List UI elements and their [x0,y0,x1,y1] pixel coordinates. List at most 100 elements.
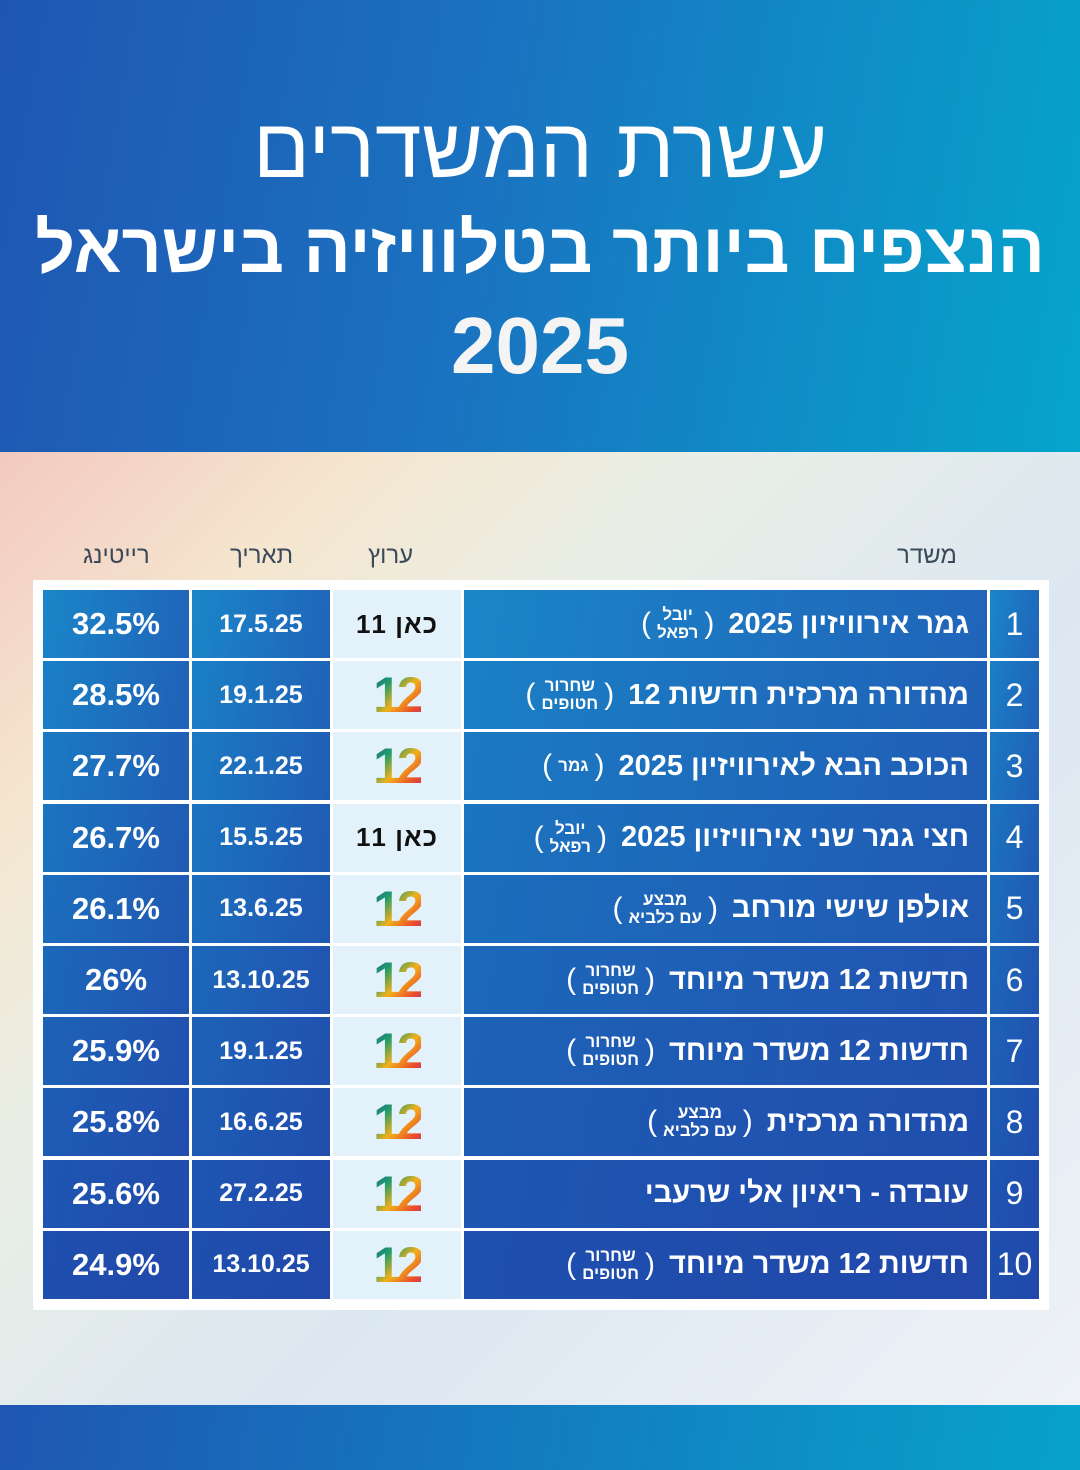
date-cell: 13.6.25 [192,874,330,943]
channel12-logo-icon: 12 [373,667,425,724]
date-cell: 19.1.25 [192,1017,330,1086]
title-line-2: הנצפים ביותר בטלוויזיה בישראל [35,209,1045,287]
show-title: חדשות 12 משדר מיוחד [668,963,969,996]
show-title-cell: הכוכב הבא לאירוויזיון 2025 (גמר) [464,732,987,801]
kan11-logo-icon: כאן 11 [355,608,439,639]
show-title-cell: מהדורה מרכזית (מבצע עם כלביא) [464,1088,987,1157]
show-title-cell: אולפן שישי מורחב (מבצע עם כלביא) [464,874,987,943]
show-title: חדשות 12 משדר מיוחד [668,1034,969,1067]
note-line-1: יובל [662,605,693,624]
channel-cell: 12 [333,1017,461,1086]
title-year: 2025 [451,301,629,390]
channel12-logo-icon: 12 [373,1023,425,1080]
show-title: מהדורה מרכזית חדשות 12 [628,678,969,711]
table-row: 26.1% 13.6.25 12 אולפן שישי מורחב (מבצע עם… [43,874,1039,943]
note-line-2: חטופים [582,1263,639,1283]
rating-cell: 27.7% [43,732,189,801]
date-cell: 27.2.25 [192,1159,330,1228]
table-row: 25.9% 19.1.25 12 חדשות 12 משדר מיוחד (שחר… [43,1017,1039,1086]
rank-cell: 8 [990,1088,1039,1157]
note-line-1: מבצע [643,889,688,909]
show-title: חדשות 12 משדר מיוחד [668,1248,969,1281]
note-line-1: גמר [558,756,589,776]
show-note: (שחרור חטופים) [566,1032,655,1070]
show-note: (שחרור חטופים) [525,676,615,714]
rating-cell: 25.6% [43,1159,189,1228]
kan11-logo-icon: כאן 11 [355,822,439,853]
note-line-1: שחרור [585,961,636,980]
channel12-logo-icon: 12 [373,952,425,1008]
channel-cell: 12 [333,1230,461,1299]
channel12-logo-icon: 12 [373,1236,425,1293]
rating-cell: 28.5% [43,661,189,730]
ratings-table: 32.5% 17.5.25 כאן 11 גמר אירוויזיון 2025… [33,580,1049,1310]
date-cell: 16.6.25 [192,1088,330,1157]
show-title: אולפן שישי מורחב [731,892,969,925]
note-line-2: עם כלביא [628,907,702,927]
show-title-cell: גמר אירוויזיון 2025 (יובל רפאל) [464,590,987,658]
footer-band [0,1405,1080,1470]
column-header-rating: רייטינג [83,542,150,569]
date-cell: 22.1.25 [192,732,330,801]
rating-cell: 26.1% [43,874,189,943]
note-line-2: חטופים [541,694,599,714]
table-row: 25.6% 27.2.25 12 עובדה - ריאיון אלי שרעב… [43,1159,1039,1228]
title-line-1: עשרת המשדרים [253,101,827,195]
show-title: עובדה - ריאיון אלי שרעבי [644,1177,969,1210]
column-header-show: משדר [897,542,957,569]
date-cell: 13.10.25 [192,946,330,1014]
show-note: (גמר) [542,749,605,783]
table-row: 26% 13.10.25 12 חדשות 12 משדר מיוחד (שחרו… [43,946,1039,1014]
show-note: (מבצע עם כלביא) [612,889,718,927]
channel-cell: 12 [333,661,461,730]
show-title-cell: חדשות 12 משדר מיוחד (שחרור חטופים) [464,1017,987,1086]
show-title-cell: מהדורה מרכזית חדשות 12 (שחרור חטופים) [464,661,987,730]
channel-cell: 12 [333,732,461,801]
channel-cell: כאן 11 [333,803,461,872]
rank-cell: 3 [990,732,1039,801]
rating-cell: 24.9% [43,1230,189,1299]
note-line-2: חטופים [582,979,639,998]
show-title-cell: חצי גמר שני אירוויזיון 2025 (יובל רפאל) [464,803,987,872]
table-row: 32.5% 17.5.25 כאן 11 גמר אירוויזיון 2025… [43,590,1039,658]
table-row: 25.8% 16.6.25 12 מהדורה מרכזית (מבצע עם כל… [43,1088,1039,1157]
rating-cell: 26% [43,946,189,1014]
column-header-channel: ערוץ [368,542,414,569]
column-header-date: תאריך [230,542,294,569]
rank-cell: 2 [990,661,1039,730]
show-title-cell: עובדה - ריאיון אלי שרעבי [464,1159,987,1228]
date-cell: 17.5.25 [192,590,330,658]
date-cell: 13.10.25 [192,1230,330,1299]
note-line-1: שחרור [544,676,595,696]
note-line-2: חטופים [582,1050,639,1070]
table-row: 26.7% 15.5.25 כאן 11 חצי גמר שני אירוויז… [43,803,1039,872]
rank-cell: 10 [990,1230,1039,1299]
rank-cell: 9 [990,1159,1039,1228]
note-line-1: יובל [554,818,586,838]
date-cell: 15.5.25 [192,803,330,872]
table-row: 27.7% 22.1.25 12 הכוכב הבא לאירוויזיון 2… [43,732,1039,801]
show-title-cell: חדשות 12 משדר מיוחד (שחרור חטופים) [464,946,987,1014]
note-line-2: רפאל [657,623,699,642]
show-note: (מבצע עם כלביא) [647,1103,753,1141]
rating-cell: 25.9% [43,1017,189,1086]
header-banner: עשרת המשדרים הנצפים ביותר בטלוויזיה בישר… [0,0,1080,452]
show-note: (יובל רפאל) [641,605,715,642]
channel-cell: 12 [333,1088,461,1157]
show-title: גמר אירוויזיון 2025 [728,607,969,640]
rating-cell: 32.5% [43,590,189,658]
channel12-logo-icon: 12 [373,1094,425,1151]
note-line-1: מבצע [677,1103,722,1123]
rating-cell: 26.7% [43,803,189,872]
note-line-1: שחרור [585,1245,636,1265]
show-title: הכוכב הבא לאירוויזיון 2025 [618,749,969,782]
rating-cell: 25.8% [43,1088,189,1157]
date-cell: 19.1.25 [192,661,330,730]
note-line-2: רפאל [549,836,591,856]
channel-cell: 12 [333,874,461,943]
rank-cell: 4 [990,803,1039,872]
note-line-2: עם כלביא [663,1121,737,1141]
show-title: חצי גמר שני אירוויזיון 2025 [620,821,969,854]
rank-cell: 5 [990,874,1039,943]
channel-cell: 12 [333,946,461,1014]
